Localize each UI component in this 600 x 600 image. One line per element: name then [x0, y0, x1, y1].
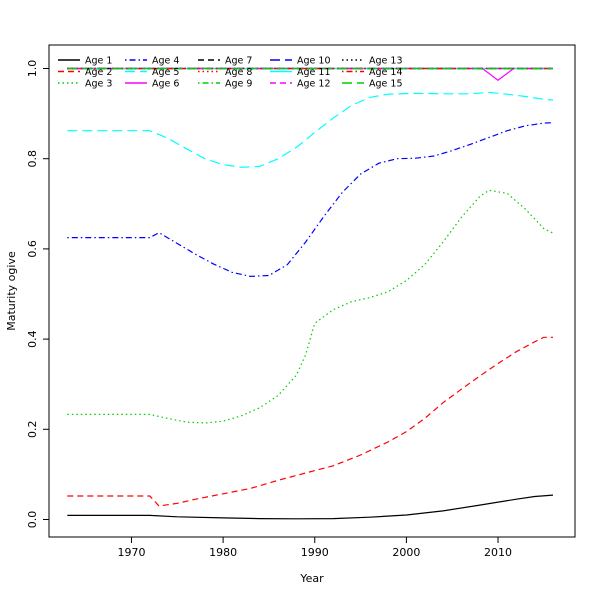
y-tick-label-0.4: 0.4: [26, 330, 39, 348]
legend-item-age-2: Age 2: [58, 67, 112, 78]
x-axis: 1970 1980 1990 2000 2010: [117, 537, 512, 559]
legend-item-age-7: Age 7: [198, 56, 252, 67]
age-2-line: [67, 336, 553, 507]
legend-label: Age 10: [297, 56, 330, 67]
y-tick-label-1.0: 1.0: [26, 60, 39, 78]
age-3-line: [67, 189, 554, 424]
legend-item-age-1: Age 1: [58, 56, 112, 67]
series-lines: [67, 67, 554, 520]
legend-item-age-6: Age 6: [125, 79, 179, 90]
legend-item-age-12: Age 12: [270, 79, 330, 90]
plot-border: [48, 44, 576, 538]
legend-label: Age 15: [369, 79, 402, 90]
x-tick-label-1980: 1980: [209, 546, 237, 559]
y-tick-label-0.2: 0.2: [26, 421, 39, 439]
plot-box: [48, 44, 576, 538]
x-axis-title: Year: [299, 572, 324, 585]
legend-item-age-9: Age 9: [198, 79, 252, 90]
age-5-line: [67, 91, 554, 168]
legend-label: Age 4: [152, 56, 179, 67]
y-tick-label-0.6: 0.6: [26, 240, 39, 258]
legend-item-age-14: Age 14: [342, 67, 402, 78]
age-1-line: [67, 494, 554, 520]
y-tick-label-0.0: 0.0: [26, 511, 39, 529]
x-tick-label-2010: 2010: [484, 546, 512, 559]
legend-label: Age 9: [225, 79, 252, 90]
age-4-line: [67, 122, 554, 278]
legend-item-age-3: Age 3: [58, 79, 112, 90]
legend-label: Age 1: [85, 56, 112, 67]
legend-item-age-13: Age 13: [342, 56, 402, 67]
legend-item-age-11: Age 11: [270, 67, 330, 78]
legend-item-age-4: Age 4: [125, 56, 179, 67]
legend-label: Age 5: [152, 67, 179, 78]
legend-label: Age 6: [152, 79, 179, 90]
axis-titles: Year Maturity ogive: [5, 251, 324, 585]
legend-label: Age 11: [297, 67, 330, 78]
y-axis-title: Maturity ogive: [5, 251, 18, 331]
legend-label: Age 13: [369, 56, 402, 67]
legend-item-age-10: Age 10: [270, 56, 330, 67]
legend-label: Age 8: [225, 67, 252, 78]
legend-label: Age 14: [369, 67, 402, 78]
legend-label: Age 7: [225, 56, 252, 67]
legend-item-age-8: Age 8: [198, 67, 252, 78]
legend-item-age-5: Age 5: [125, 67, 179, 78]
x-tick-label-2000: 2000: [392, 546, 420, 559]
legend-label: Age 12: [297, 79, 330, 90]
legend-item-age-15: Age 15: [342, 79, 402, 90]
y-axis: 0.0 0.2 0.4 0.6 0.8 1.0: [26, 60, 49, 529]
x-tick-label-1990: 1990: [301, 546, 329, 559]
legend-label: Age 2: [85, 67, 112, 78]
x-tick-label-1970: 1970: [117, 546, 145, 559]
legend-label: Age 3: [85, 79, 112, 90]
y-tick-label-0.8: 0.8: [26, 150, 39, 168]
